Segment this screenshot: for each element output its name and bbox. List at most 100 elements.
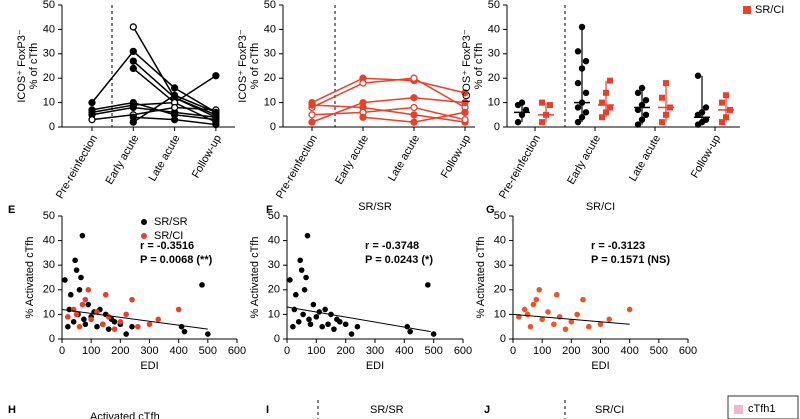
point bbox=[205, 331, 211, 337]
point bbox=[562, 326, 569, 332]
point bbox=[702, 116, 710, 123]
point bbox=[574, 104, 582, 111]
point bbox=[129, 118, 137, 126]
point bbox=[461, 116, 469, 124]
point bbox=[135, 323, 141, 330]
point bbox=[337, 318, 343, 325]
point bbox=[287, 277, 293, 283]
x-axis-label: EDI bbox=[140, 360, 158, 372]
y-tick-label: 40 bbox=[488, 23, 500, 35]
point bbox=[175, 306, 182, 313]
point bbox=[212, 120, 220, 129]
point bbox=[308, 101, 316, 109]
point bbox=[301, 287, 308, 293]
x-tick-label: Early acute bbox=[565, 133, 603, 187]
legend-box bbox=[727, 395, 799, 419]
y-tick-label: 30 bbox=[43, 259, 55, 271]
legend-swatch bbox=[734, 405, 743, 414]
annotation: P = 0.0243 (*) bbox=[365, 254, 433, 266]
y-axis-label: % of cTfh bbox=[473, 43, 485, 89]
x-tick-label: 400 bbox=[169, 345, 187, 357]
legend-swatch bbox=[743, 6, 751, 14]
fit-line bbox=[286, 306, 431, 333]
series-line bbox=[311, 106, 466, 121]
series-line bbox=[311, 77, 466, 109]
x-tick-label: 300 bbox=[140, 345, 158, 357]
x-tick-label: Early acute bbox=[104, 133, 142, 187]
fit-line bbox=[61, 308, 208, 330]
point bbox=[599, 114, 605, 121]
point bbox=[94, 323, 100, 330]
point bbox=[123, 311, 129, 318]
x-tick-label: 600 bbox=[679, 345, 697, 357]
point bbox=[117, 318, 124, 325]
point bbox=[100, 321, 106, 328]
panel-letter: J bbox=[484, 404, 490, 416]
y-tick-label: 30 bbox=[488, 48, 500, 60]
y-tick-label: 10 bbox=[268, 308, 280, 320]
x-tick-label: Pre-reinfection bbox=[497, 133, 543, 201]
point bbox=[308, 111, 316, 119]
point bbox=[199, 282, 205, 288]
legend-swatch bbox=[141, 233, 147, 239]
y-tick-label: 0 bbox=[270, 121, 276, 133]
x-tick-label: 0 bbox=[59, 345, 65, 357]
x-tick-label: Pre-reinfection bbox=[54, 133, 100, 201]
y-tick-label: 10 bbox=[43, 308, 55, 320]
series-line bbox=[91, 50, 217, 114]
point bbox=[308, 118, 316, 126]
point bbox=[634, 89, 642, 97]
point bbox=[70, 318, 77, 325]
point bbox=[129, 57, 137, 65]
x-tick-label: 200 bbox=[562, 345, 580, 357]
x-tick-label: 400 bbox=[395, 345, 413, 357]
point bbox=[702, 104, 710, 111]
point bbox=[88, 98, 96, 107]
y-tick-label: 50 bbox=[43, 0, 55, 11]
y-tick-label: 50 bbox=[488, 0, 500, 11]
legend-label: SR/SR bbox=[154, 216, 188, 228]
x-tick-label: 100 bbox=[533, 345, 551, 357]
point bbox=[295, 318, 302, 325]
y-tick-label: 40 bbox=[43, 235, 55, 247]
point bbox=[574, 311, 580, 318]
legend-label: cTfh1 bbox=[748, 403, 776, 415]
point bbox=[425, 282, 431, 288]
y-axis-label: ICOS⁺ FoxP3⁻ bbox=[16, 29, 28, 103]
point bbox=[76, 323, 83, 330]
x-tick-label: 0 bbox=[284, 345, 290, 357]
point bbox=[410, 118, 418, 126]
panel-letter: G bbox=[486, 204, 495, 216]
point bbox=[359, 113, 367, 121]
y-tick-label: 50 bbox=[268, 210, 280, 222]
x-tick-label: Early acute bbox=[333, 133, 371, 187]
point bbox=[410, 74, 418, 82]
annotation: r = -0.3748 bbox=[365, 240, 419, 252]
point bbox=[553, 291, 560, 298]
point bbox=[88, 316, 94, 323]
x-tick-label: 100 bbox=[82, 345, 100, 357]
x-tick-label: 100 bbox=[307, 345, 325, 357]
point bbox=[586, 323, 592, 330]
point bbox=[111, 326, 118, 332]
x-tick-label: Late acute bbox=[386, 133, 422, 183]
annotation: r = -0.3516 bbox=[140, 240, 194, 252]
point bbox=[303, 274, 309, 281]
y-tick-label: 50 bbox=[264, 0, 276, 11]
point bbox=[539, 316, 545, 323]
point bbox=[522, 106, 530, 114]
point bbox=[642, 96, 650, 104]
chart-title: SR/CI bbox=[586, 201, 615, 213]
x-tick-label: 600 bbox=[454, 345, 472, 357]
y-tick-label: 10 bbox=[43, 97, 55, 109]
y-axis-label: % Activated cTfh bbox=[24, 237, 36, 319]
point bbox=[410, 103, 418, 112]
chart-title: SR/SR bbox=[358, 201, 392, 213]
x-tick-label: Pre-reinfection bbox=[274, 133, 320, 201]
fit-line bbox=[512, 313, 630, 325]
point bbox=[181, 328, 188, 335]
point bbox=[212, 108, 220, 117]
point bbox=[105, 326, 112, 332]
legend-label: SR/CI bbox=[755, 4, 784, 16]
y-tick-label: 20 bbox=[268, 284, 280, 296]
